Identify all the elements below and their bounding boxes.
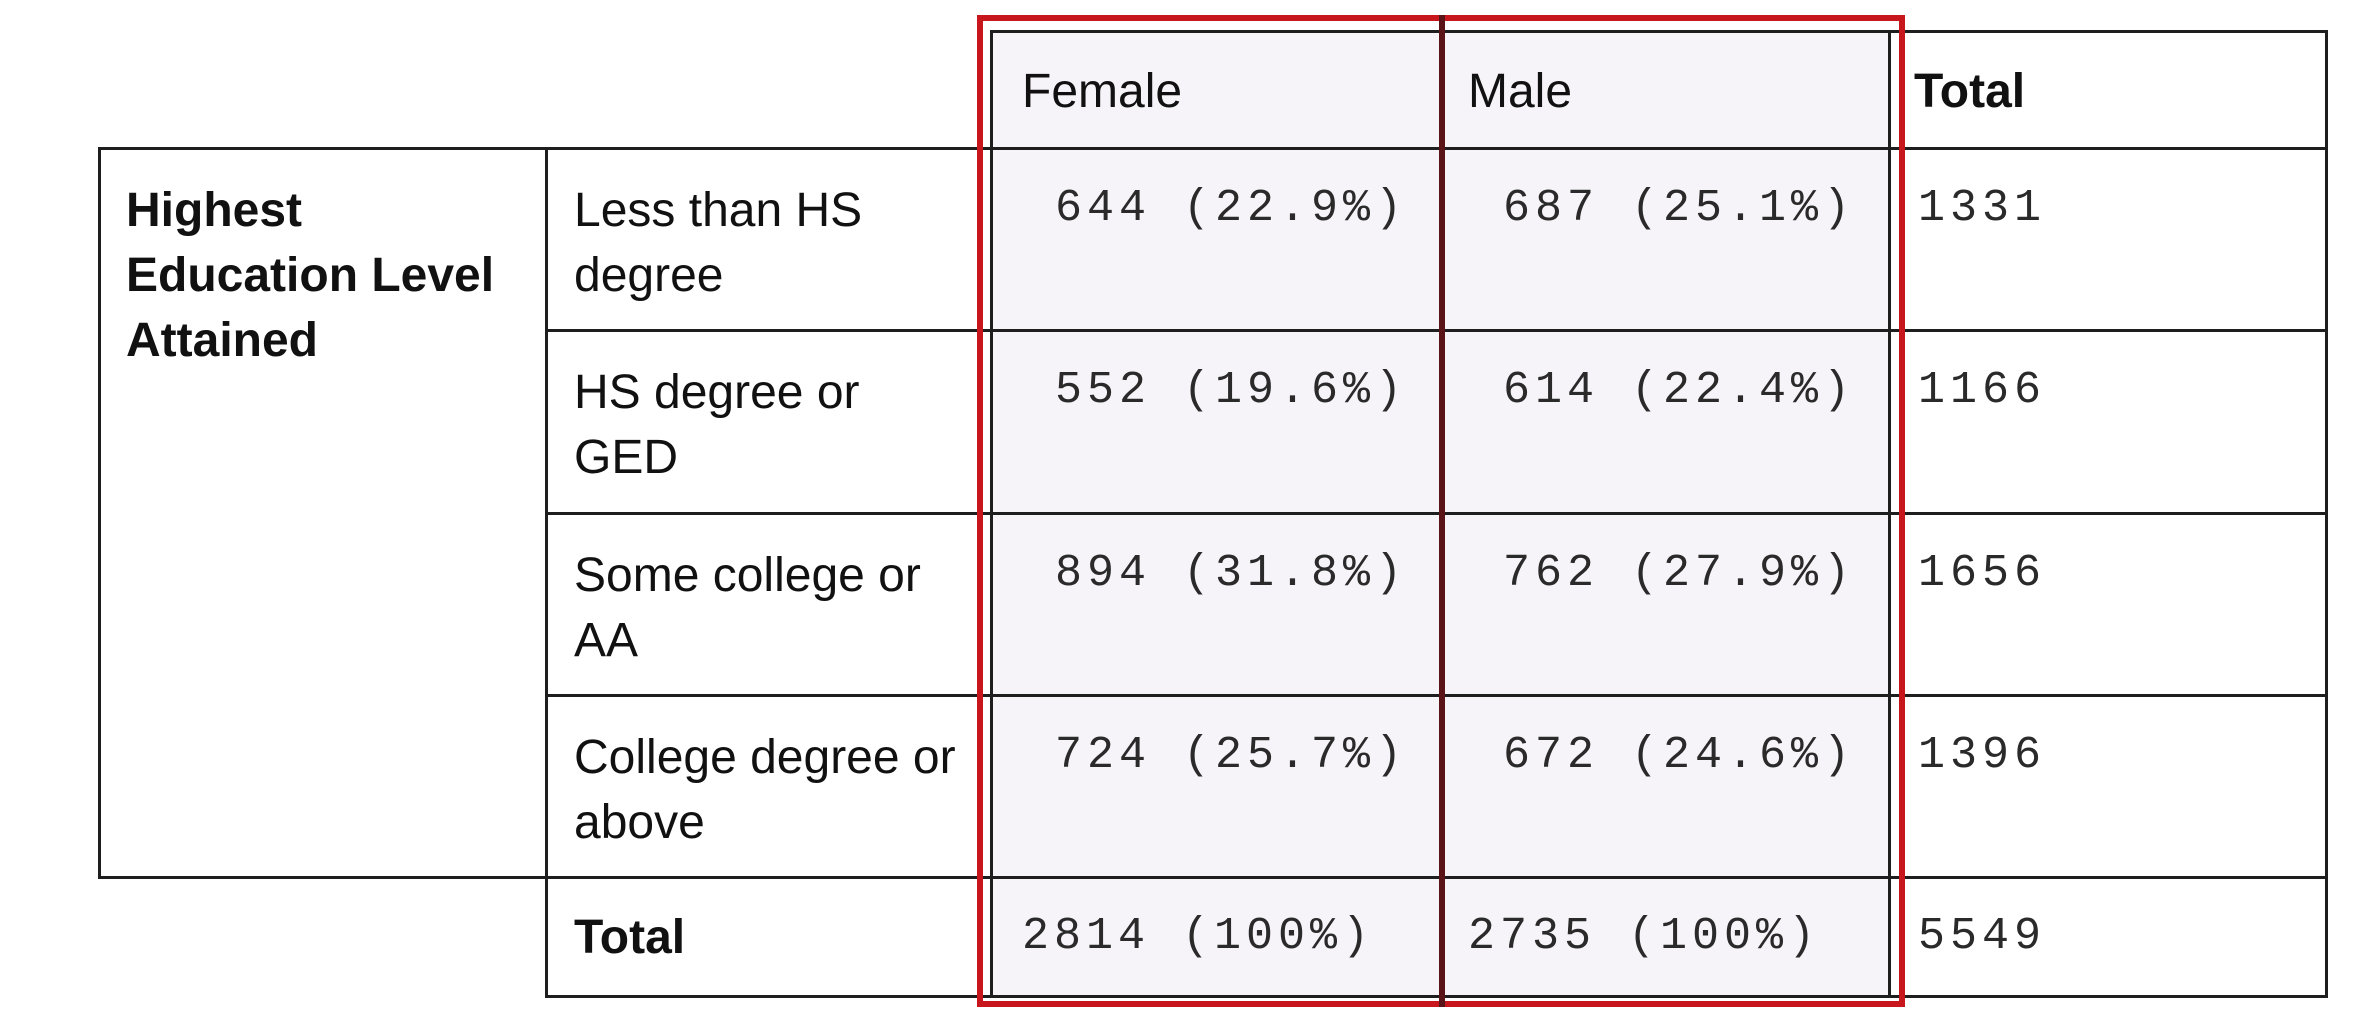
female-value: 894 (31.8%)	[1055, 548, 1408, 599]
female-value: 552 (19.6%)	[1055, 365, 1408, 416]
grid-line	[98, 876, 2328, 879]
grid-line	[545, 329, 2328, 332]
grid-line	[2325, 30, 2328, 998]
male-value: 672 (24.6%)	[1503, 730, 1856, 781]
grid-line	[990, 30, 2328, 33]
male-value: 614 (22.4%)	[1503, 365, 1856, 416]
grid-line	[545, 147, 548, 998]
male-value: 762 (27.9%)	[1503, 548, 1856, 599]
row-label: College degree or above	[574, 731, 956, 849]
female-value: 724 (25.7%)	[1055, 730, 1408, 781]
total-value: 1396	[1918, 730, 2047, 781]
male-value: 687 (25.1%)	[1503, 183, 1856, 234]
highlight-divider	[1439, 15, 1445, 1007]
header-total: Total	[1914, 65, 2026, 118]
row-label: HS degree or GED	[574, 366, 860, 484]
grid-line	[545, 694, 2328, 697]
grand-total: 5549	[1918, 911, 2047, 962]
header-female: Female	[1022, 65, 1183, 118]
grid-line	[1888, 30, 1891, 998]
female-value: 644 (22.9%)	[1055, 183, 1408, 234]
total-value: 1331	[1918, 183, 2047, 234]
total-value: 1166	[1918, 365, 2047, 416]
grid-line	[990, 30, 993, 998]
row-label: Some college or AA	[574, 549, 921, 667]
row-label: Less than HS degree	[574, 184, 863, 302]
grid-line	[545, 995, 2328, 998]
row-group-label: Highest Education Level Attained	[126, 184, 495, 367]
totals-label: Total	[574, 911, 686, 964]
header-male: Male	[1468, 65, 1573, 118]
grid-line	[98, 147, 101, 879]
male-total: 2735 (100%)	[1468, 911, 1821, 962]
total-value: 1656	[1918, 548, 2047, 599]
female-total: 2814 (100%)	[1022, 911, 1375, 962]
grid-line	[98, 147, 2328, 150]
grid-line	[545, 512, 2328, 515]
